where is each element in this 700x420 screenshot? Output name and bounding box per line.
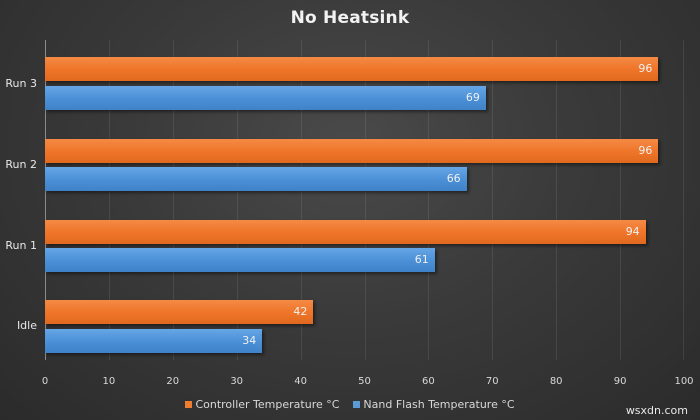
data-label: 69 [465,91,480,104]
y-axis-line [45,40,46,360]
x-tick-label: 90 [613,376,627,387]
gridline [556,40,558,360]
x-tick-label: 50 [358,376,371,387]
legend-item-controller: Controller Temperature °C [185,398,339,411]
gridline [300,40,302,360]
x-tick-label: 80 [549,376,563,387]
x-tick-label: 10 [102,376,116,387]
data-label: 94 [625,225,640,238]
plot-area: 96 69 96 66 94 61 42 34 [45,40,684,360]
data-label: 96 [638,62,653,75]
category-label: Idle [16,319,37,332]
legend-label: Nand Flash Temperature °C [363,398,515,411]
bar-run3-controller: 96 [45,57,659,81]
gridline [172,40,174,360]
bar-run3-nand: 69 [45,86,486,110]
x-tick-label: 60 [422,376,435,387]
data-label: 34 [242,334,257,347]
blue-swatch-icon [353,401,361,408]
bar-run1-controller: 94 [45,220,646,244]
data-label: 66 [446,172,461,185]
category-label: Run 3 [5,77,37,90]
x-tick-label: 30 [230,376,244,387]
data-label: 96 [638,144,653,157]
gridline [683,40,684,360]
x-tick-label: 0 [41,376,49,387]
x-tick-label: 100 [674,376,694,387]
chart-title: No Heatsink [290,8,410,28]
gridline [428,40,430,360]
bar-idle-controller: 42 [45,300,314,324]
gridline [236,40,238,360]
category-label: Run 1 [5,239,37,252]
gridline [108,40,110,360]
category-label: Run 2 [5,158,37,171]
data-label: 61 [414,253,429,266]
watermark: wsxdn.com [625,404,688,417]
gridline [364,40,366,360]
gridline [620,40,622,360]
x-tick-label: 70 [485,376,499,387]
legend: Controller Temperature °C Nand Flash Tem… [0,398,700,411]
bar-run2-nand: 66 [45,167,467,191]
bar-run2-controller: 96 [45,139,659,163]
x-tick-label: 40 [294,376,307,387]
orange-swatch-icon [185,401,193,408]
legend-item-nand: Nand Flash Temperature °C [353,398,515,411]
bar-idle-nand: 34 [45,329,263,353]
data-label: 42 [293,305,308,318]
gridline [492,40,494,360]
legend-label: Controller Temperature °C [195,398,340,411]
x-tick-label: 20 [166,376,180,387]
bar-run1-nand: 61 [45,248,435,272]
